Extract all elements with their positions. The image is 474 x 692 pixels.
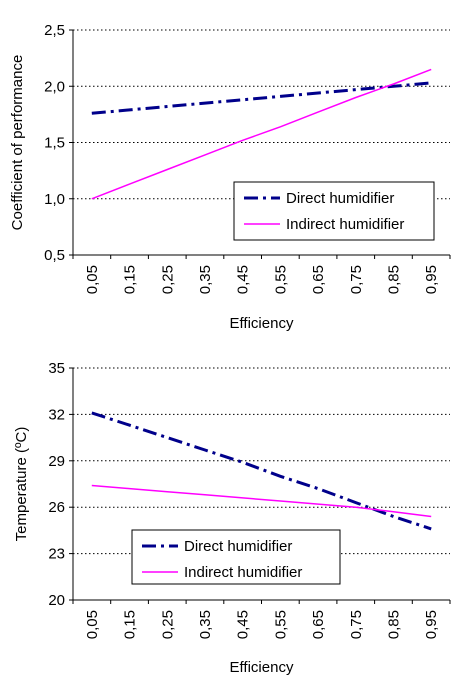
x-tick-label: 0,25 bbox=[159, 265, 176, 294]
x-tick-label: 0,05 bbox=[84, 610, 101, 639]
series-line-direct bbox=[91, 411, 432, 531]
x-tick-label: 0,35 bbox=[197, 610, 214, 639]
y-tick-label: 29 bbox=[48, 453, 65, 470]
series-line-indirect bbox=[91, 484, 432, 518]
x-tick-label: 0,35 bbox=[197, 265, 214, 294]
x-axis-title: Efficiency bbox=[230, 659, 294, 676]
legend-label: Direct humidifier bbox=[184, 538, 292, 555]
y-axis-title: Temperature (ºC) bbox=[13, 427, 30, 542]
x-tick-label: 0,75 bbox=[348, 610, 365, 639]
x-tick-label: 0,95 bbox=[423, 610, 440, 639]
x-tick-label: 0,55 bbox=[272, 265, 289, 294]
legend-label: Indirect humidifier bbox=[286, 216, 404, 233]
y-tick-label: 0,5 bbox=[44, 247, 65, 264]
x-tick-label: 0,15 bbox=[122, 265, 139, 294]
x-tick-label: 0,25 bbox=[159, 610, 176, 639]
y-tick-label: 1,0 bbox=[44, 191, 65, 208]
x-tick-label: 0,85 bbox=[385, 265, 402, 294]
series-line-indirect bbox=[91, 68, 432, 200]
x-tick-label: 0,65 bbox=[310, 610, 327, 639]
y-tick-label: 35 bbox=[48, 360, 65, 377]
series-line-direct bbox=[91, 81, 432, 115]
y-tick-label: 23 bbox=[48, 546, 65, 563]
legend-label: Direct humidifier bbox=[286, 190, 394, 207]
x-tick-label: 0,15 bbox=[122, 610, 139, 639]
y-tick-label: 1,5 bbox=[44, 135, 65, 152]
x-tick-label: 0,45 bbox=[235, 265, 252, 294]
y-tick-label: 32 bbox=[48, 406, 65, 423]
x-tick-label: 0,45 bbox=[235, 610, 252, 639]
x-tick-label: 0,55 bbox=[272, 610, 289, 639]
x-axis-title: Efficiency bbox=[230, 315, 294, 332]
x-tick-label: 0,85 bbox=[385, 610, 402, 639]
legend-box bbox=[131, 529, 341, 585]
x-tick-label: 0,95 bbox=[423, 265, 440, 294]
legend-box bbox=[233, 181, 435, 241]
y-tick-label: 2,0 bbox=[44, 78, 65, 95]
y-tick-label: 20 bbox=[48, 592, 65, 609]
x-tick-label: 0,75 bbox=[348, 265, 365, 294]
legend-label: Indirect humidifier bbox=[184, 564, 302, 581]
y-tick-label: 26 bbox=[48, 499, 65, 516]
y-axis-title: Coefficient of performance bbox=[9, 55, 26, 231]
x-tick-label: 0,65 bbox=[310, 265, 327, 294]
y-tick-label: 2,5 bbox=[44, 22, 65, 39]
x-tick-label: 0,05 bbox=[84, 265, 101, 294]
